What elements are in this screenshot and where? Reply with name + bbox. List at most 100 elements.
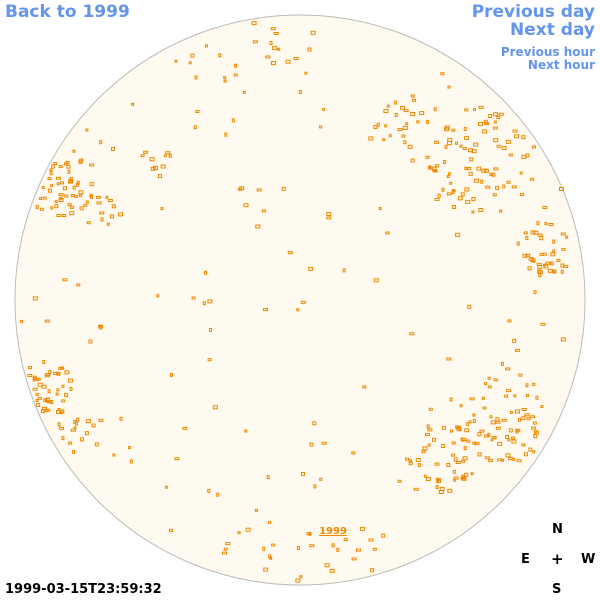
meteor-marker <box>537 233 543 237</box>
meteor-marker <box>59 426 64 430</box>
meteor-marker <box>441 425 446 430</box>
meteor-marker <box>397 128 403 132</box>
meteor-marker <box>521 135 526 140</box>
meteor-marker <box>45 397 50 402</box>
meteor-marker <box>45 372 51 376</box>
meteor-marker <box>307 47 312 52</box>
meteor-marker <box>441 444 446 448</box>
meteor-marker <box>410 112 416 116</box>
meteor-marker <box>72 185 76 190</box>
meteor-marker <box>72 149 76 153</box>
meteor-marker <box>482 129 488 134</box>
meteor-marker <box>512 129 518 133</box>
meteor-marker <box>83 203 88 207</box>
meteor-marker <box>35 204 39 209</box>
meteor-marker <box>410 158 415 163</box>
meteor-marker <box>295 578 301 583</box>
meteor-marker <box>182 426 188 430</box>
meteor-marker <box>440 72 445 76</box>
meteor-marker <box>490 420 496 425</box>
meteor-marker <box>53 371 57 375</box>
meteor-marker <box>190 53 195 58</box>
meteor-marker <box>47 188 52 193</box>
meteor-marker <box>277 47 281 51</box>
meteor-marker <box>519 171 523 175</box>
meteor-marker <box>48 370 52 374</box>
meteor-marker <box>88 339 93 344</box>
meteor-marker <box>343 538 348 541</box>
meteor-marker <box>270 27 276 31</box>
meteor-marker <box>309 442 314 447</box>
meteor-marker <box>451 441 456 445</box>
meteor-marker <box>482 406 487 410</box>
meteor-marker <box>473 108 476 112</box>
meteor-marker <box>69 211 75 216</box>
meteor-marker <box>376 122 380 127</box>
meteor-marker <box>313 484 317 489</box>
meteor-marker <box>509 410 513 414</box>
meteor-marker <box>547 268 553 273</box>
meteor-marker <box>271 543 276 547</box>
meteor-marker <box>209 328 212 332</box>
meteor-marker <box>462 456 468 461</box>
meteor-marker <box>402 125 408 130</box>
meteor-marker <box>62 214 67 217</box>
previous-hour-link[interactable]: Previous hour <box>500 45 595 59</box>
meteor-marker <box>194 75 198 80</box>
meteor-marker <box>86 221 91 225</box>
previous-day-link[interactable]: Previous day <box>471 2 595 22</box>
next-day-link[interactable]: Next day <box>510 20 595 40</box>
meteor-marker <box>451 190 455 194</box>
meteor-marker <box>285 59 291 64</box>
meteor-marker <box>265 55 271 59</box>
meteor-marker <box>489 415 493 419</box>
meteor-marker <box>521 416 526 421</box>
meteor-marker <box>436 479 440 484</box>
meteor-marker <box>560 337 566 342</box>
meteor-marker <box>479 429 485 433</box>
meteor-marker <box>532 450 536 454</box>
meteor-marker <box>504 394 509 398</box>
meteor-marker <box>521 408 527 411</box>
meteor-marker <box>41 409 46 414</box>
meteor-marker <box>465 199 471 204</box>
meteor-marker <box>61 384 65 388</box>
meteor-marker <box>559 187 564 191</box>
meteor-marker <box>511 436 516 440</box>
meteor-marker <box>37 382 43 387</box>
meteor-marker <box>60 366 65 370</box>
meteor-marker <box>452 469 456 474</box>
meteor-marker <box>76 417 80 422</box>
meteor-marker <box>483 168 489 173</box>
meteor-marker <box>131 102 135 106</box>
meteor-marker <box>143 150 149 154</box>
meteor-marker <box>435 485 439 490</box>
meteor-marker <box>263 308 268 311</box>
meteor-marker <box>394 100 398 105</box>
meteor-marker <box>58 193 64 197</box>
meteor-marker <box>319 125 323 129</box>
meteor-marker <box>269 41 273 46</box>
sky-disk <box>14 14 586 586</box>
meteor-marker <box>543 264 549 269</box>
meteor-marker <box>447 488 453 493</box>
meteor-marker <box>195 110 200 113</box>
meteor-marker <box>233 73 238 77</box>
meteor-marker <box>425 433 430 437</box>
meteor-marker <box>455 141 458 145</box>
year-label-link[interactable]: 1999 <box>319 526 347 537</box>
meteor-marker <box>321 441 327 445</box>
meteor-marker <box>481 168 487 173</box>
meteor-marker <box>449 397 453 402</box>
meteor-marker <box>386 104 390 108</box>
meteor-marker <box>434 462 440 466</box>
meteor-marker <box>446 357 452 361</box>
meteor-marker <box>469 157 474 162</box>
meteor-marker <box>256 188 262 192</box>
meteor-marker <box>158 174 162 178</box>
meteor-marker <box>20 319 24 323</box>
back-to-year-link[interactable]: Back to 1999 <box>5 2 130 22</box>
meteor-marker <box>427 428 433 432</box>
meteor-marker <box>67 169 71 174</box>
next-hour-link[interactable]: Next hour <box>527 58 595 72</box>
